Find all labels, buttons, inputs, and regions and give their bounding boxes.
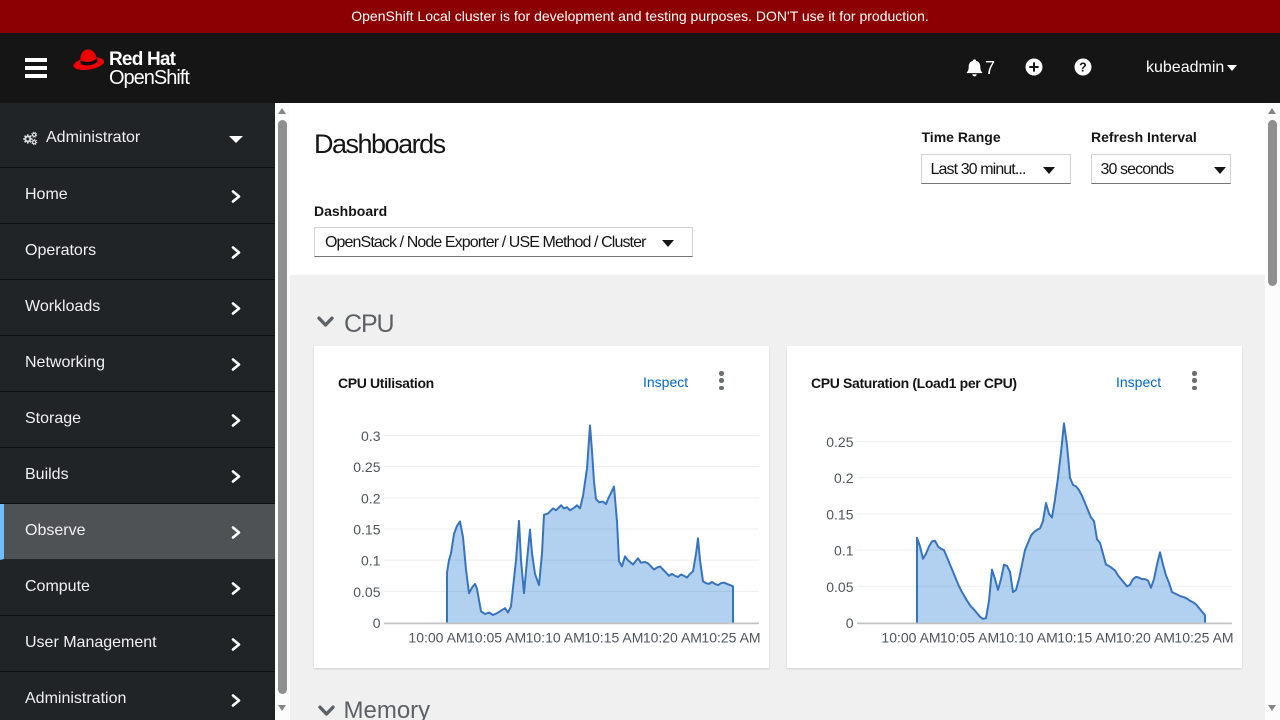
svg-text:10:10 AM: 10:10 AM bbox=[526, 630, 585, 646]
svg-text:10:20 AM: 10:20 AM bbox=[643, 630, 702, 646]
svg-text:0.3: 0.3 bbox=[361, 428, 381, 444]
svg-text:0.2: 0.2 bbox=[361, 490, 381, 506]
svg-text:10:25 AM: 10:25 AM bbox=[701, 630, 760, 646]
svg-text:?: ? bbox=[1079, 61, 1087, 75]
svg-text:0.15: 0.15 bbox=[826, 506, 853, 522]
svg-text:0.05: 0.05 bbox=[353, 584, 380, 600]
svg-text:0.15: 0.15 bbox=[353, 522, 380, 538]
svg-text:10:05 AM: 10:05 AM bbox=[467, 630, 526, 646]
svg-text:0.25: 0.25 bbox=[826, 434, 853, 450]
svg-text:0.1: 0.1 bbox=[834, 543, 854, 559]
svg-text:0.1: 0.1 bbox=[361, 553, 381, 569]
svg-text:0: 0 bbox=[846, 615, 854, 631]
svg-text:10:10 AM: 10:10 AM bbox=[999, 630, 1058, 646]
svg-text:10:00 AM: 10:00 AM bbox=[881, 630, 940, 646]
svg-text:10:15 AM: 10:15 AM bbox=[584, 630, 643, 646]
svg-text:0: 0 bbox=[373, 615, 381, 631]
svg-text:10:20 AM: 10:20 AM bbox=[1116, 630, 1175, 646]
svg-text:10:15 AM: 10:15 AM bbox=[1057, 630, 1116, 646]
svg-text:10:05 AM: 10:05 AM bbox=[940, 630, 999, 646]
svg-text:10:25 AM: 10:25 AM bbox=[1174, 630, 1233, 646]
svg-text:0.05: 0.05 bbox=[826, 579, 853, 595]
svg-text:10:00 AM: 10:00 AM bbox=[408, 630, 467, 646]
svg-text:0.2: 0.2 bbox=[834, 470, 854, 486]
svg-text:0.25: 0.25 bbox=[353, 459, 380, 475]
